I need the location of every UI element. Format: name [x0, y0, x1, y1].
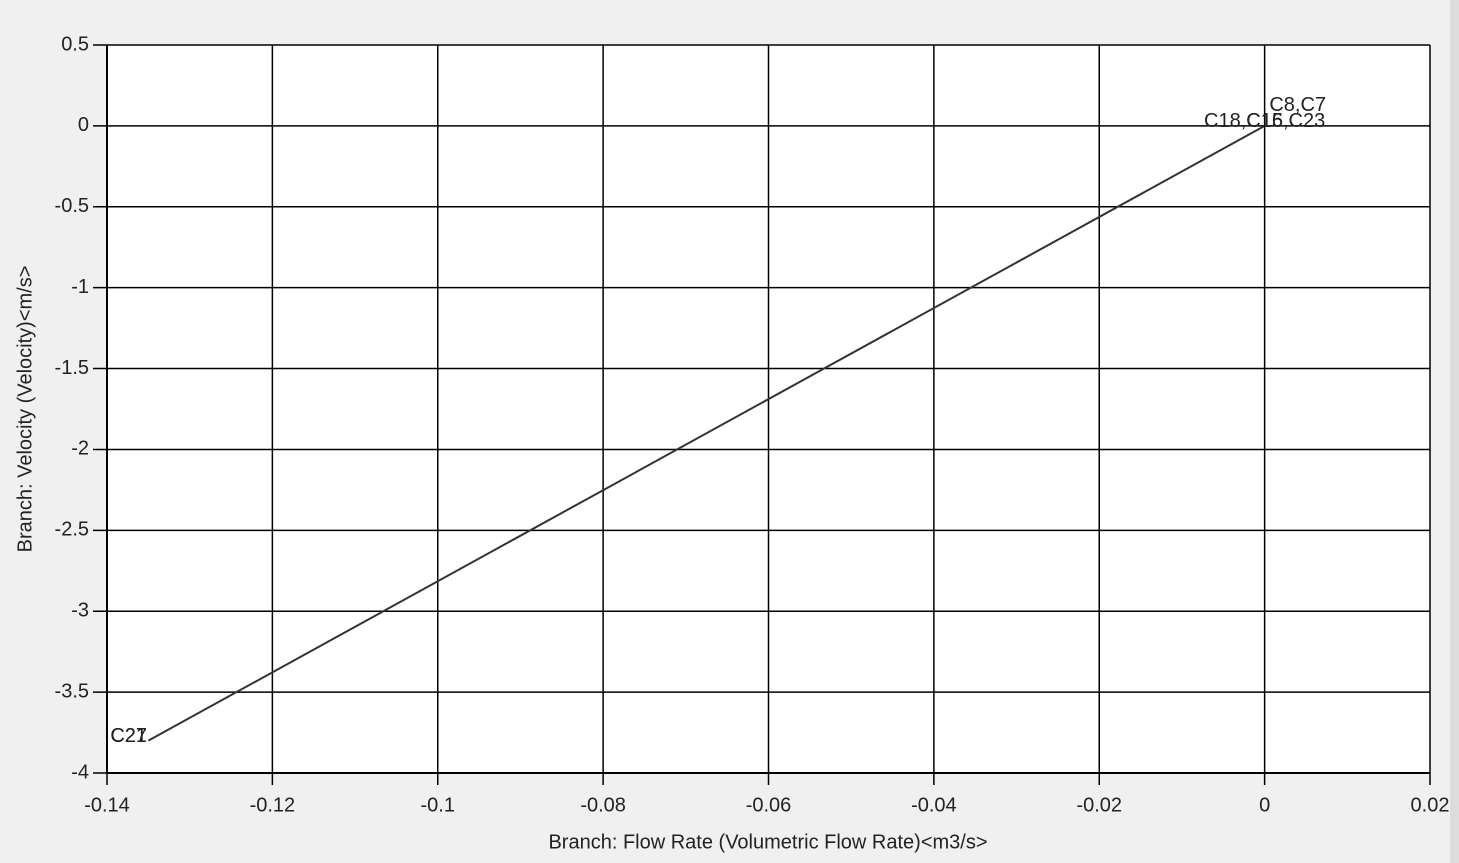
- point-label: C16: [1246, 110, 1283, 132]
- point-label: C18,C15,C23: [1204, 110, 1325, 132]
- y-tick-label: -1: [71, 276, 89, 298]
- x-tick-label: -0.02: [1076, 794, 1122, 816]
- x-tick-label: -0.14: [84, 794, 130, 816]
- x-axis-title: Branch: Flow Rate (Volumetric Flow Rate)…: [548, 831, 987, 853]
- x-tick-label: -0.08: [580, 794, 626, 816]
- y-tick-label: -2.5: [55, 519, 89, 541]
- y-tick-label: -3.5: [55, 680, 89, 702]
- x-tick-label: 0.02: [1411, 794, 1450, 816]
- data-line: [147, 125, 1266, 742]
- x-tick-label: 0: [1259, 794, 1270, 816]
- x-tick-label: -0.12: [250, 794, 296, 816]
- y-tick-label: -1.5: [55, 357, 89, 379]
- y-tick-label: -4: [71, 761, 89, 783]
- y-tick-label: -0.5: [55, 195, 89, 217]
- y-tick-label: -2: [71, 438, 89, 460]
- y-tick-label: 0.5: [61, 33, 89, 55]
- x-tick-label: -0.1: [421, 794, 455, 816]
- y-axis-title: Branch: Velocity (Velocity)<m/s>: [14, 266, 36, 553]
- x-tick-label: -0.06: [746, 794, 792, 816]
- point-label: C21: [110, 725, 147, 747]
- point-label: C8,C7: [1269, 94, 1326, 116]
- y-tick-label: 0: [78, 114, 89, 136]
- y-tick-label: -3: [71, 600, 89, 622]
- side-strip: [1450, 0, 1459, 863]
- x-tick-label: -0.04: [911, 794, 957, 816]
- point-label: C27: [110, 725, 147, 747]
